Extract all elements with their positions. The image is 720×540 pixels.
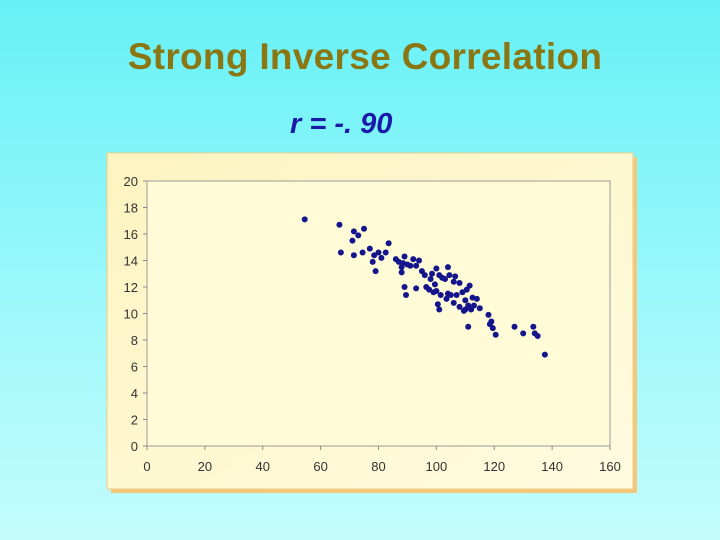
data-point (452, 273, 459, 280)
data-point (473, 295, 480, 302)
data-point (446, 272, 453, 279)
data-point (456, 303, 463, 310)
x-tick-label: 100 (426, 459, 448, 474)
x-tick-label: 40 (256, 459, 270, 474)
data-point (385, 240, 392, 247)
data-point (465, 323, 472, 330)
data-point (371, 252, 378, 259)
data-point (431, 281, 438, 288)
data-point (485, 311, 492, 318)
data-point (462, 297, 469, 304)
data-point (453, 291, 460, 298)
data-points (301, 216, 548, 358)
y-axis: 0 2 4 6 8 10 12 14 16 18 20 (124, 174, 147, 454)
data-point (361, 225, 368, 232)
data-point (470, 302, 477, 309)
data-point (426, 286, 433, 293)
x-tick-label: 160 (599, 459, 621, 474)
data-point (443, 295, 450, 302)
data-point (459, 289, 466, 296)
data-point (401, 253, 408, 260)
y-tick-label: 0 (131, 439, 138, 454)
data-point (337, 249, 344, 256)
data-point (444, 264, 451, 271)
data-point (369, 258, 376, 265)
y-tick-label: 12 (124, 280, 138, 295)
data-point (534, 333, 541, 340)
y-tick-label: 6 (131, 360, 138, 375)
x-tick-label: 80 (371, 459, 385, 474)
data-point (541, 351, 548, 358)
data-point (433, 265, 440, 272)
data-point (349, 237, 356, 244)
data-point (433, 287, 440, 294)
data-point (355, 232, 362, 239)
data-point (447, 291, 454, 298)
data-point (450, 299, 457, 306)
data-point (530, 323, 537, 330)
data-point (401, 284, 408, 290)
y-tick-label: 18 (124, 201, 138, 216)
data-point (442, 276, 449, 283)
data-point (434, 301, 441, 308)
y-tick-label: 14 (124, 254, 138, 269)
x-axis: 0 20 40 60 80 100 120 140 160 (143, 446, 621, 474)
data-point (520, 330, 527, 337)
data-point (413, 262, 420, 269)
data-point (350, 228, 357, 235)
y-tick-label: 16 (124, 227, 138, 242)
data-point (413, 285, 420, 292)
y-tick-label: 10 (124, 307, 138, 322)
x-tick-label: 140 (541, 459, 563, 474)
slide-title: Strong Inverse Correlation (127, 36, 603, 77)
x-tick-label: 60 (313, 459, 327, 474)
y-tick-label: 2 (131, 413, 138, 428)
data-point (398, 269, 405, 276)
data-point (350, 252, 357, 259)
y-tick-label: 20 (124, 174, 138, 189)
data-point (372, 268, 379, 275)
data-point (359, 249, 366, 256)
data-point (301, 216, 308, 223)
y-tick-label: 8 (131, 333, 138, 348)
data-point (407, 262, 414, 269)
data-point (488, 318, 495, 325)
correlation-coefficient: r = -. 90 (290, 108, 393, 140)
data-point (427, 276, 434, 283)
data-point (410, 256, 417, 263)
data-point (416, 257, 423, 264)
data-point (382, 249, 389, 256)
data-point (429, 270, 436, 277)
x-tick-label: 20 (198, 459, 212, 474)
data-point (366, 245, 373, 252)
x-tick-label: 0 (143, 459, 150, 474)
data-point (378, 254, 385, 261)
data-point (402, 291, 409, 298)
data-point (437, 291, 444, 298)
data-point (436, 306, 443, 313)
data-point (456, 280, 463, 287)
data-point (450, 278, 457, 285)
data-point (511, 323, 518, 330)
data-point (492, 331, 499, 338)
data-point (421, 272, 428, 279)
plot-area (146, 180, 611, 447)
data-point (489, 325, 496, 332)
data-point (466, 282, 473, 289)
x-tick-label: 120 (483, 459, 505, 474)
data-point (476, 305, 483, 312)
data-point (336, 221, 343, 228)
y-tick-label: 4 (131, 386, 138, 401)
data-point (375, 249, 382, 256)
data-point (462, 306, 469, 313)
